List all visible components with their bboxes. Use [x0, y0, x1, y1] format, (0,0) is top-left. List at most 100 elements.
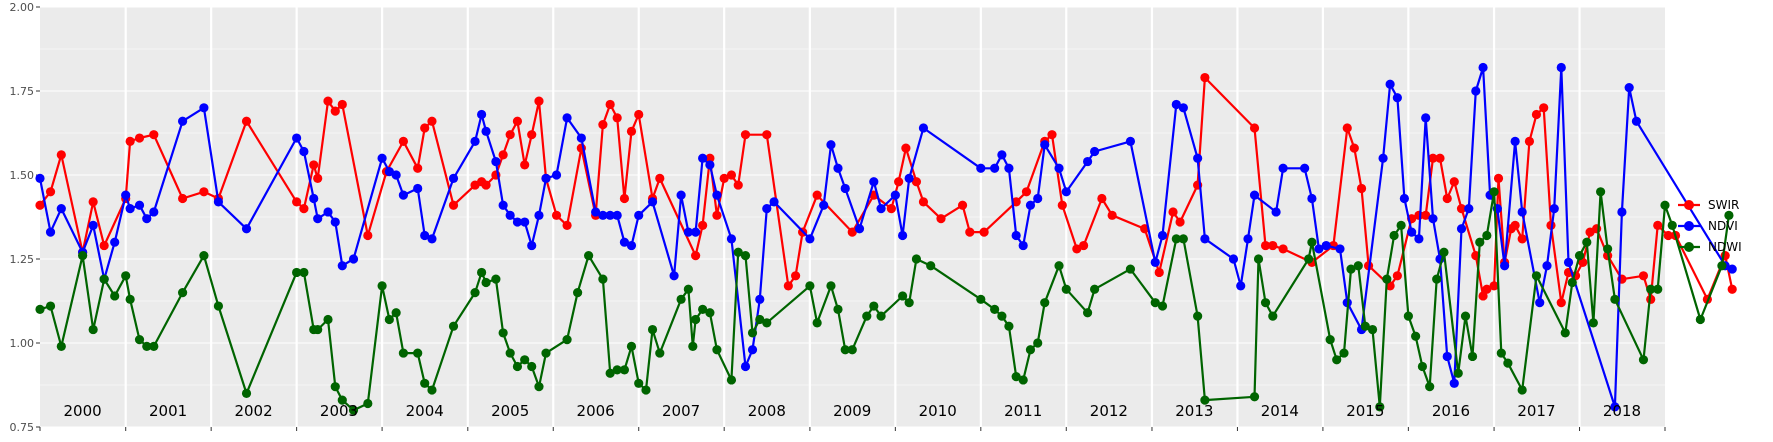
ndvi-point	[241, 224, 252, 234]
legend-item-ndwi: NDWI	[1678, 240, 1742, 254]
ndwi-point	[1253, 254, 1264, 264]
x-axis-ticks	[39, 427, 1666, 431]
ndwi-point	[505, 348, 515, 358]
legend-label: NDVI	[1708, 219, 1738, 233]
ndvi-point	[1171, 99, 1181, 110]
ndwi-point	[1396, 220, 1406, 230]
swir-point	[398, 136, 409, 146]
ndvi-point	[110, 237, 120, 247]
ndwi-point	[1475, 237, 1485, 247]
ndwi-point	[1332, 355, 1342, 365]
ndvi-point	[1428, 214, 1438, 224]
ndvi-point	[398, 190, 409, 200]
ndwi-point	[605, 368, 615, 378]
ndwi-point	[626, 341, 637, 351]
ndvi-point	[1314, 244, 1324, 254]
ndvi-point	[712, 190, 722, 200]
ndvi-point	[1549, 204, 1559, 214]
ndwi-point	[847, 345, 857, 355]
swir-point	[413, 163, 423, 173]
swir-point	[1392, 271, 1402, 281]
ndvi-point	[505, 210, 515, 220]
ndwi-point	[634, 378, 644, 388]
swir-point	[1349, 143, 1359, 153]
swir-point	[901, 143, 911, 153]
year-label: 2014	[1261, 402, 1299, 420]
y-axis: 0.75 1.00 1.25 1.50 1.75 2.00	[10, 1, 40, 434]
ndwi-point	[1695, 314, 1705, 325]
ndvi-point	[819, 200, 829, 210]
ndvi-point	[1125, 136, 1136, 146]
ndwi-point	[534, 382, 544, 392]
swir-point	[125, 136, 135, 146]
swir-point	[1663, 230, 1673, 241]
swir-point	[427, 116, 437, 126]
swir-point	[99, 240, 109, 251]
swir-point	[719, 173, 729, 183]
ndvi-point	[477, 109, 487, 120]
ndvi-point	[1200, 234, 1210, 244]
ndwi-point	[584, 251, 594, 261]
swir-point	[1449, 177, 1459, 187]
ndvi-point	[1624, 83, 1634, 93]
swir-point	[1249, 123, 1260, 133]
ndwi-point	[330, 382, 340, 392]
ndwi-point	[1517, 385, 1527, 395]
year-label: 2001	[149, 402, 187, 420]
ndwi-point	[1425, 382, 1435, 392]
swir-point	[1435, 153, 1445, 163]
swir-point	[1107, 210, 1117, 220]
ndvi-point	[1617, 207, 1627, 217]
ndwi-point	[612, 365, 622, 375]
ndvi-point	[1193, 153, 1203, 163]
swir-point	[313, 173, 323, 183]
swir-point	[562, 220, 572, 230]
ndwi-point	[1582, 237, 1592, 247]
swir-point	[1478, 291, 1488, 301]
ndwi-point	[1638, 355, 1649, 365]
y-tick-label: 1.50	[10, 169, 35, 182]
ndvi-point	[591, 207, 601, 217]
ndvi-point	[1542, 261, 1552, 271]
swir-point	[691, 251, 701, 261]
ndvi-point	[1563, 257, 1574, 267]
ndvi-point	[1271, 207, 1281, 217]
swir-point	[292, 197, 302, 207]
ndvi-point	[330, 217, 340, 227]
ndvi-point	[88, 220, 98, 230]
ndwi-point	[1432, 274, 1442, 284]
swir-point	[1531, 109, 1542, 120]
ndvi-point	[1025, 200, 1036, 210]
ndwi-point	[413, 348, 423, 358]
swir-point	[712, 210, 722, 220]
ndvi-point	[898, 230, 908, 241]
ndvi-point	[1278, 163, 1288, 173]
ndvi-point	[527, 240, 537, 251]
swir-point	[1079, 240, 1089, 251]
swir-point	[957, 200, 968, 210]
ndwi-point	[1531, 271, 1542, 281]
year-label: 2004	[406, 402, 444, 420]
ndwi-point	[99, 274, 109, 284]
ndwi-point	[1157, 301, 1168, 311]
ndwi-point	[1200, 395, 1210, 405]
ndwi-point	[1382, 274, 1392, 284]
ndvi-point	[612, 210, 622, 220]
ndwi-point	[1603, 244, 1613, 254]
year-label: 2006	[577, 402, 615, 420]
ndvi-point	[576, 133, 586, 143]
ndvi-point	[598, 210, 608, 220]
ndwi-point	[1011, 372, 1021, 382]
swir-point	[726, 170, 737, 180]
ndwi-point	[121, 271, 131, 281]
ndwi-point	[683, 284, 693, 294]
ndwi-point	[990, 304, 1000, 314]
ndwi-point	[876, 311, 886, 321]
year-label: 2002	[234, 402, 272, 420]
ndwi-point	[1040, 298, 1050, 308]
ndvi-point	[520, 217, 530, 227]
ndvi-point	[1471, 86, 1481, 96]
ndvi-point	[1421, 113, 1431, 123]
ndwi-point	[45, 301, 56, 311]
